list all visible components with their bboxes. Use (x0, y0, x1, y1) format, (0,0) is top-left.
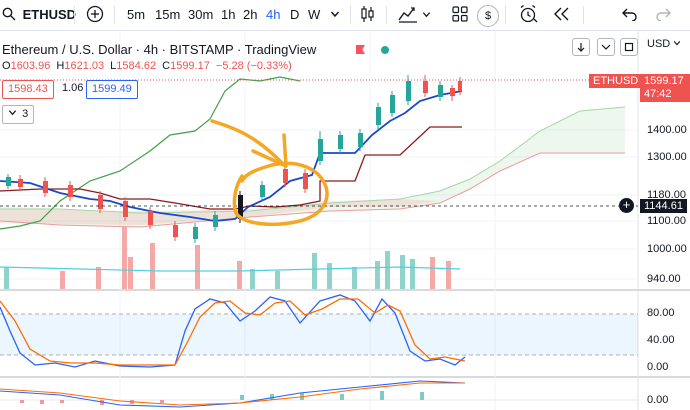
chevron-down-icon (8, 110, 17, 116)
sell-bid-box[interactable]: 1598.43 (2, 80, 54, 99)
interval-30m[interactable]: 30m (188, 7, 214, 22)
live-indicator (356, 42, 389, 57)
close-label: C (162, 60, 171, 72)
maximize-icon (624, 42, 634, 52)
chart-title: Ethereum / U.S. Dollar · 4h · BITSTAMP ·… (2, 42, 317, 57)
replay-button[interactable] (553, 0, 571, 30)
redo-button[interactable] (655, 0, 671, 30)
open-label: O (2, 60, 11, 72)
high-label: H (56, 60, 65, 72)
last-price: 1599.17 (644, 75, 684, 87)
price-axis-label: 1000.00 (647, 243, 687, 255)
price-axis-label: 940.00 (647, 273, 681, 285)
maximize-pane-button[interactable] (620, 38, 638, 56)
price-axis-label: 1400.00 (647, 124, 687, 136)
symbol-price-tag: ETHUSD (589, 74, 643, 88)
flag-icon[interactable] (356, 45, 365, 54)
high-value: 1621.03 (64, 60, 105, 72)
interval-w[interactable]: W (308, 7, 321, 22)
interval-15m[interactable]: 15m (155, 7, 181, 22)
buy-ask-box[interactable]: 1599.49 (86, 80, 138, 99)
layout-button[interactable] (452, 0, 468, 30)
alert-button[interactable] (518, 0, 538, 30)
replay-icon (554, 7, 569, 21)
interval-dropdown-button[interactable] (330, 0, 340, 30)
price-axis-label: 1300.00 (647, 151, 687, 163)
redo-icon (656, 8, 671, 22)
currency-selector[interactable]: USD (647, 38, 681, 50)
price-axis-label: 1180.00 (647, 189, 686, 201)
undo-button[interactable] (622, 0, 638, 30)
stoch-axis-label: 80.00 (647, 307, 675, 319)
currency-label: USD (647, 38, 671, 50)
last-price-tag: 1599.17 47:42 (640, 74, 690, 102)
ohlc-row: O1603.96 H1621.03 L1584.62 C1599.17 −5.2… (2, 60, 292, 72)
collapse-icon (601, 44, 611, 50)
bar-countdown: 47:42 (644, 88, 672, 100)
price-axis-label: 1100.00 (647, 215, 686, 227)
alarm-clock-icon (520, 4, 538, 23)
move-pane-down-button[interactable] (572, 38, 590, 56)
symbol-label: ETHUSD (22, 7, 77, 22)
collapse-pane-button[interactable] (597, 38, 615, 56)
interval-4h[interactable]: 4h (266, 7, 281, 22)
arrow-down-icon (577, 43, 585, 52)
spread-value: 1.06 (62, 82, 84, 94)
compare-symbol-button[interactable] (86, 0, 104, 30)
status-dot-icon (380, 46, 389, 54)
open-value: 1603.96 (10, 60, 51, 72)
indicators-button[interactable] (398, 0, 431, 30)
top-toolbar: ETHUSD 5m 15m 30m 1h 2h 4h D W $ (0, 0, 690, 31)
low-label: L (110, 60, 117, 72)
crosshair-price-tag: 1144.61 (640, 199, 687, 213)
plus-circle-icon (86, 5, 104, 23)
undo-icon (622, 8, 637, 22)
low-value: 1584.62 (116, 60, 157, 72)
chart-canvas[interactable] (0, 31, 690, 410)
indicators-toggle[interactable]: 3 (2, 105, 35, 124)
stoch-axis-label: 40.00 (647, 334, 675, 346)
change-value: −5.28 (−0.33%) (215, 60, 292, 72)
currency-badge: $ (477, 4, 499, 27)
interval-d[interactable]: D (290, 7, 300, 22)
macd-axis-label: 0.00 (647, 394, 669, 406)
annotation-drawing (210, 119, 329, 227)
indicators-icon (398, 7, 417, 23)
symbol-search-button[interactable]: ETHUSD (2, 0, 76, 30)
chevron-down-icon (674, 41, 681, 46)
candlestick-icon (361, 6, 374, 22)
add-alert-plus-icon[interactable]: + (619, 198, 634, 213)
currency-button[interactable]: $ (477, 0, 499, 30)
close-value: 1599.17 (170, 60, 210, 72)
grid-layout-icon (452, 6, 468, 22)
indicators-count: 3 (22, 108, 29, 120)
chevron-down-icon (330, 11, 340, 18)
interval-2h[interactable]: 2h (243, 7, 258, 22)
stoch-axis-label: 0.00 (647, 361, 669, 373)
search-icon (2, 7, 16, 21)
chart-type-button[interactable] (360, 0, 376, 30)
chevron-down-icon (422, 12, 430, 18)
interval-1h[interactable]: 1h (221, 7, 236, 22)
interval-5m[interactable]: 5m (127, 7, 146, 22)
